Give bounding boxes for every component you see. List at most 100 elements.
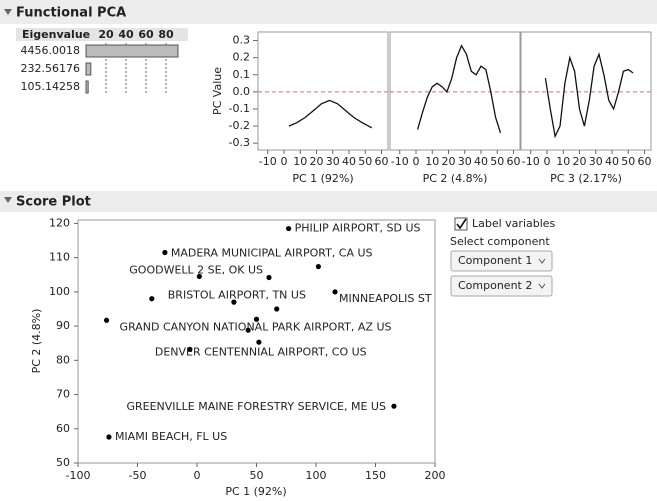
y-tick-label: 0.3 — [233, 34, 251, 47]
x-tick-label: 0 — [544, 155, 551, 168]
bar — [85, 44, 179, 58]
header-bar — [0, 191, 657, 212]
score-point — [266, 274, 272, 281]
score-point — [103, 317, 110, 323]
axis-title: PC 2 (4.8%) — [30, 309, 43, 374]
y-tick-label: 100 — [49, 285, 70, 298]
x-tick-label: 20 — [310, 155, 324, 168]
x-tick-label: -10 — [522, 155, 540, 168]
select-label: Select component — [450, 235, 550, 248]
dropdown-text: Component 2 — [458, 279, 532, 292]
x-tick-label: 40 — [474, 155, 488, 168]
x-tick-label: 100 — [306, 469, 327, 482]
point-label: DENVER CENTENNIAL AIRPORT, CO US — [155, 345, 367, 358]
point-label: MIAMI BEACH, FL US — [115, 430, 227, 443]
y-tick-label: 90 — [56, 319, 70, 332]
x-tick-label: 30 — [589, 155, 603, 168]
pc-curve — [288, 99, 373, 129]
point-label: GOODWELL 2 SE, OK US — [129, 263, 263, 276]
checkbox-label: Label variables — [472, 217, 556, 230]
point-label: BRISTOL AIRPORT, TN US — [168, 289, 306, 302]
axis-title: PC 2 (4.8%) — [423, 172, 488, 185]
axis-title: PC 1 (92%) — [292, 172, 353, 185]
table-header — [16, 28, 188, 41]
y-tick-label: 50 — [56, 456, 70, 469]
score-point — [274, 306, 280, 312]
plot-frame — [520, 31, 652, 151]
x-tick-label: 10 — [425, 155, 439, 168]
x-tick-label: 30 — [326, 155, 340, 168]
score-point — [256, 339, 262, 345]
axis-tick-label: 40 — [118, 28, 134, 41]
eigenvalue: 105.14258 — [21, 80, 81, 93]
x-tick-label: -10 — [391, 155, 409, 168]
y-tick-label: 60 — [56, 422, 70, 435]
score-point — [149, 296, 155, 302]
x-tick-label: 20 — [442, 155, 456, 168]
x-tick-label: 40 — [605, 155, 619, 168]
x-tick-label: 10 — [293, 155, 307, 168]
point-label: GRAND CANYON NATIONAL PARK AIRPORT, AZ U… — [120, 320, 392, 333]
y-tick-label: 80 — [56, 353, 70, 366]
y-tick-label: 0.1 — [233, 68, 251, 81]
point-label: PHILIP AIRPORT, SD US — [295, 222, 421, 235]
y-tick-label: -0.3 — [229, 136, 250, 149]
x-tick-label: 0 — [194, 469, 201, 482]
score-point — [187, 346, 193, 352]
score-point — [253, 316, 260, 322]
score-point — [315, 263, 321, 270]
y-tick-label: -0.1 — [229, 102, 250, 115]
y-tick-label: 0.0 — [233, 85, 251, 98]
point-label: MINNEAPOLIS ST P — [339, 292, 442, 305]
score-point — [106, 434, 112, 440]
point-label: MADERA MUNICIPAL AIRPORT, CA US — [171, 247, 373, 260]
table-header-text: Eigenvalue — [22, 28, 90, 41]
axis-tick-label: 80 — [158, 28, 174, 41]
axis-title: PC Value — [211, 67, 224, 115]
axis-title: PC 1 (92%) — [225, 485, 286, 498]
section-title: Score Plot — [16, 195, 91, 210]
dropdown-arrow — [538, 283, 546, 289]
x-tick-label: 20 — [573, 155, 587, 168]
score-point — [286, 225, 292, 232]
section-title: Functional PCA — [16, 6, 126, 21]
dropdown-arrow — [538, 258, 546, 264]
x-tick-label: 10 — [556, 155, 570, 168]
x-tick-label: 0 — [413, 155, 420, 168]
x-tick-label: -50 — [129, 469, 147, 482]
x-tick-label: 60 — [507, 155, 521, 168]
bar — [85, 80, 89, 94]
x-tick-label: -10 — [259, 155, 277, 168]
dropdown-text: Component 1 — [458, 254, 532, 267]
y-tick-label: 70 — [56, 388, 70, 401]
bar — [85, 62, 92, 76]
point-label: GREENVILLE MAINE FORESTRY SERVICE, ME US — [126, 400, 385, 413]
pc-curve — [416, 44, 502, 134]
plot-frame — [257, 31, 389, 151]
y-tick-label: 0.2 — [233, 51, 251, 64]
x-tick-label: 50 — [358, 155, 372, 168]
plot-frame — [389, 31, 521, 151]
axis-title: PC 3 (2.17%) — [550, 172, 622, 185]
score-point — [162, 249, 168, 256]
x-tick-label: 200 — [425, 469, 446, 482]
axis-tick-label: 60 — [138, 28, 154, 41]
score-point — [231, 299, 237, 305]
dropdown[interactable] — [450, 250, 553, 272]
score-point — [332, 289, 338, 295]
x-tick-label: 50 — [250, 469, 264, 482]
x-tick-label: 60 — [375, 155, 389, 168]
dropdown[interactable] — [450, 275, 553, 297]
collapse-icon[interactable] — [4, 9, 12, 15]
x-tick-label: 150 — [365, 469, 386, 482]
collapse-icon[interactable] — [4, 197, 12, 203]
x-tick-label: 50 — [490, 155, 504, 168]
eigenvalue: 232.56176 — [21, 62, 81, 75]
eigenvalue: 4456.0018 — [21, 44, 81, 57]
y-tick-label: 110 — [49, 251, 70, 264]
x-tick-label: 40 — [342, 155, 356, 168]
x-tick-label: -100 — [66, 469, 91, 482]
axis-tick-label: 20 — [98, 28, 114, 41]
score-point — [245, 327, 251, 333]
